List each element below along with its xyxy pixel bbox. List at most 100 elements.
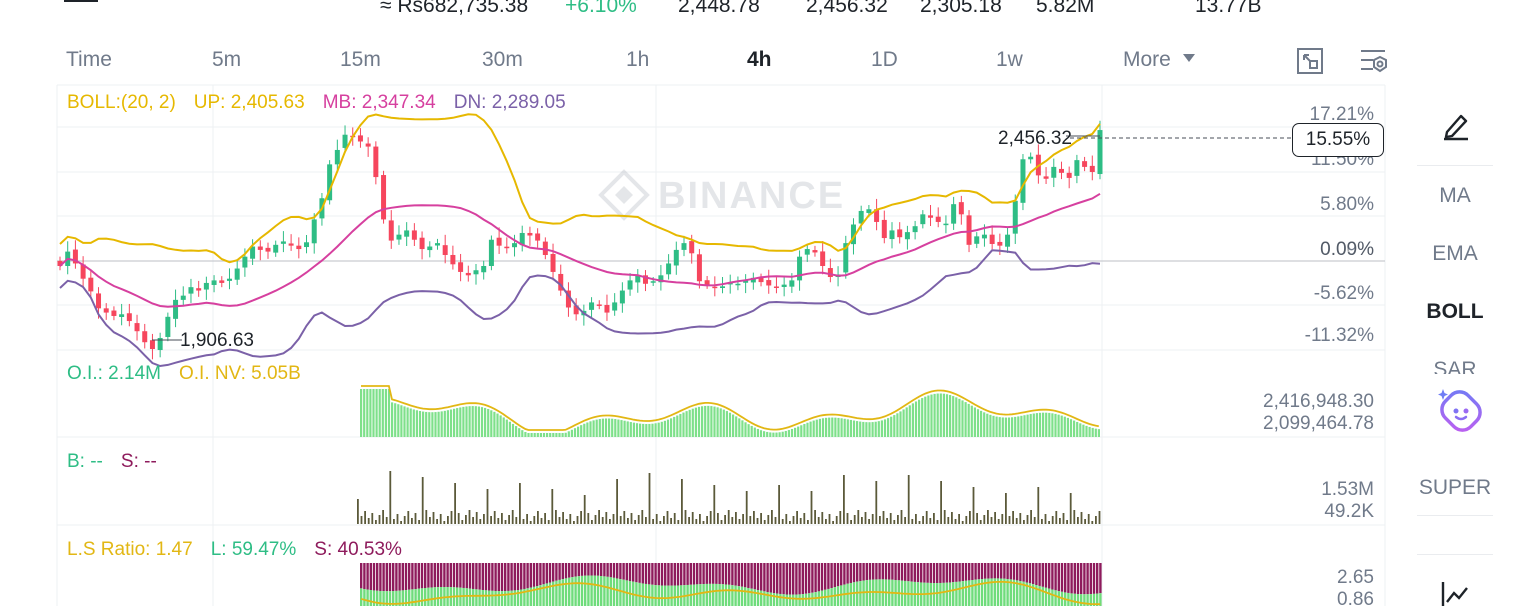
tab-4h[interactable]: 4h [747,48,772,71]
tab-15m[interactable]: 15m [340,48,381,71]
ls-long-bar [555,580,558,606]
oi-bars-group [360,389,1100,437]
ls-short-bar [878,563,881,580]
ls-long-bar [520,589,523,606]
bs-bar [717,513,719,524]
stat-value: 2,456.32 [806,0,888,17]
ls-short-bar [740,563,744,587]
oi-bar [837,417,840,437]
candle-body [126,313,132,322]
trend-chart-icon[interactable] [1439,578,1473,606]
bs-bar [965,516,968,524]
ai-assistant-icon[interactable] [1435,385,1485,435]
ls-long-bar [564,578,568,606]
ls-short-bar [545,563,548,584]
ls-long-bar [1028,583,1032,606]
ls-short-bar [676,563,680,586]
ls-short-bar [497,563,500,592]
ls-short-bar [945,563,948,583]
candle-body [1043,176,1049,179]
sidebar-item-ma[interactable]: MA [1439,184,1471,207]
ls-short-bar [987,563,990,579]
oi-bar [1082,424,1085,437]
ls-short-bar [526,563,529,589]
candle-body [188,287,194,294]
oi-bar [701,406,704,437]
ls-long-bar [504,591,507,606]
ls-long-bar [536,586,539,606]
bs-bar [915,514,917,524]
ls-long-bar [644,583,648,606]
oi-bar [741,420,744,437]
candle-body [96,293,102,309]
candle-body [612,302,618,311]
oi-bar [887,418,890,437]
ls-long-bar [830,588,833,606]
candle-body [673,249,679,266]
ls-short-bar [856,563,859,582]
bs-bar [929,518,932,524]
oi-bar [691,408,694,437]
tab-1d[interactable]: 1D [871,48,898,71]
bs-bar [900,510,903,524]
bs-bar [832,521,834,524]
tab-more[interactable]: More [1123,48,1195,72]
oi-bar [1029,414,1032,437]
oi-bar [567,431,570,437]
ls-short-bar [708,563,712,584]
ls-short-bar [795,563,798,595]
tab-1w[interactable]: 1w [996,48,1023,71]
tab-30m[interactable]: 30m [482,48,523,71]
oi-bar [877,421,880,437]
sidebar-item-boll[interactable]: BOLL [1426,300,1484,323]
oi-bar [561,433,564,437]
high-marker-label: 2,456.32 [998,128,1072,149]
stat-value: 2,305.18 [920,0,1002,17]
ls-long-bar [584,575,587,606]
bs-bar [1087,514,1090,524]
oi-bar [716,407,719,437]
candle-body [712,286,718,289]
bs-bar [879,516,881,524]
bs-bar [508,515,510,524]
tab-time[interactable]: Time [66,48,112,71]
price-chart[interactable]: BINANCE 2,456.32 1,906.63 [0,0,1400,606]
bs-bar [583,495,586,524]
candle-body [512,243,518,248]
oi-bar [1038,412,1042,437]
ls-long-bar [974,579,977,606]
ls-long-bar [1092,593,1096,606]
sidebar-item-ema[interactable]: EMA [1432,242,1478,265]
candle-body [928,215,934,218]
candle-body [635,275,641,283]
ls-long-bar [737,586,740,606]
tab-5m[interactable]: 5m [212,48,242,71]
ls-short-bar [392,563,395,592]
sidebar-item-super[interactable]: SUPER [1418,476,1492,499]
ls-short-bar [811,563,814,593]
bs-bar [1008,516,1011,524]
ls-short-bar [484,563,488,591]
draw-tool-icon[interactable] [1439,108,1473,142]
fullscreen-icon[interactable] [1295,46,1325,76]
oi-bar [930,394,933,437]
oi-bar [942,393,945,437]
oi-bar [415,410,418,437]
ls-long-bar [804,593,808,606]
ls-short-bar [798,563,801,595]
ls-long-bar [395,590,398,606]
oi-bar [818,418,821,437]
chart-settings-icon[interactable] [1358,46,1388,76]
bs-bar [378,515,381,524]
candle-body [542,241,548,255]
candle-body [727,282,733,285]
bs-bar [547,520,550,524]
bs-bar [839,511,842,524]
ls-short-bar [411,563,414,590]
oi-bar [642,423,645,437]
oinv-value: O.I. NV: 5.05B [178,363,301,384]
bs-bar [555,510,557,524]
bs-bar [659,521,662,524]
sidebar-item-sar[interactable]: SAR [1433,358,1477,374]
tab-1h[interactable]: 1h [626,48,650,71]
